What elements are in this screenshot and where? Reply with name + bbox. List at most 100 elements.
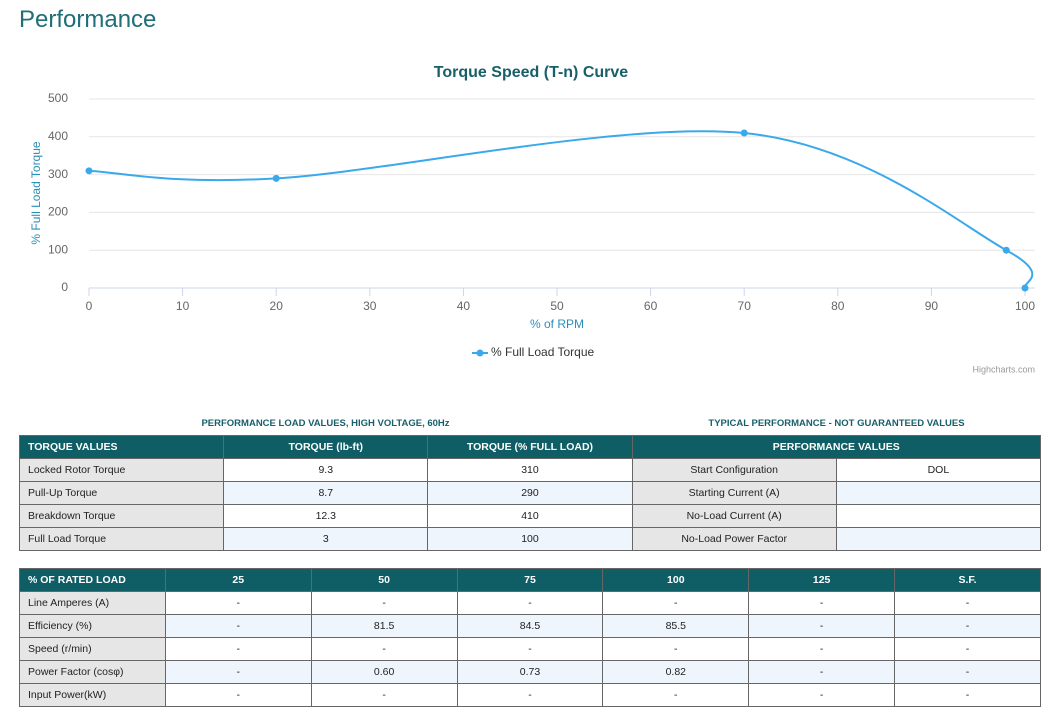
table-row: Efficiency (%) -81.5 84.5 85.5- -: [19, 614, 1041, 638]
header-cell: 50: [310, 568, 458, 592]
table-row: Speed (r/min) - - - - - -: [19, 637, 1041, 661]
header-cell: % OF RATED LOAD: [19, 568, 166, 592]
table-cell: -: [894, 637, 1041, 661]
y-tick-label: 300: [48, 167, 68, 181]
table-cell: DOL: [835, 458, 1042, 482]
table-cell: 290: [427, 481, 633, 505]
table-cell: -: [164, 614, 312, 638]
x-tick-label: 30: [363, 299, 377, 313]
legend-symbol: [476, 349, 484, 357]
data-point: [85, 167, 93, 175]
data-point: [740, 129, 748, 137]
table-cell: No-Load Power Factor: [631, 527, 837, 551]
x-axis-title: % of RPM: [530, 317, 584, 331]
table-cell: -: [456, 591, 604, 615]
table-cell: 0.60: [310, 660, 458, 684]
table-cell: -: [748, 660, 896, 684]
chart-title: Torque Speed (T-n) Curve: [434, 64, 628, 81]
x-tick-label: 10: [176, 299, 190, 313]
table-cell: -: [894, 660, 1041, 684]
table-cell: -: [164, 660, 312, 684]
table-cell: -: [456, 683, 604, 707]
credits[interactable]: Highcharts.com: [972, 364, 1035, 374]
table-cell: Line Amperes (A): [19, 591, 166, 615]
table-cell: -: [602, 637, 750, 661]
y-axis-title: % Full Load Torque: [29, 141, 43, 245]
table-row: Pull-Up Torque 8.7 290 Starting Current (A): [18, 481, 1042, 505]
table-caption: TYPICAL PERFORMANCE - NOT GUARANTEED VAL…: [708, 418, 965, 429]
table-row: TORQUE VALUES TORQUE (lb-ft) TORQUE (% FUL…: [18, 435, 1042, 459]
table-cell: -: [310, 591, 458, 615]
table-cell: 310: [427, 458, 633, 482]
table-cell: 410: [427, 504, 633, 528]
table-row: Full Load Torque 3 100 No-Load Power Factor: [18, 527, 1042, 551]
header-cell: TORQUE VALUES: [18, 435, 225, 459]
table-cell: 84.5: [456, 614, 604, 638]
table-cell: 0.73: [456, 660, 604, 684]
header-cell: PERFORMANCE VALUES: [631, 435, 1042, 459]
x-tick-label: 80: [831, 299, 845, 313]
table-cell: Power Factor (cosφ): [19, 660, 166, 684]
table-cell: Full Load Torque: [18, 527, 225, 551]
table-row: Locked Rotor Torque 9.3 310 Start Configura…: [18, 458, 1042, 482]
table-cell: Locked Rotor Torque: [18, 458, 225, 482]
table-row: Breakdown Torque 12.3 410 No-Load Current (…: [18, 504, 1042, 528]
header-cell: 100: [602, 568, 750, 592]
table-cell: [835, 527, 1042, 551]
x-tick-label: 90: [925, 299, 939, 313]
y-tick-label: 0: [61, 280, 68, 294]
torque-table: TORQUE VALUES TORQUE (lb-ft) TORQUE (% FUL…: [18, 435, 1042, 551]
series-line: [88, 130, 1034, 289]
chart: Torque Speed (T-n) Curve % of RPM % Full…: [29, 64, 1035, 374]
data-point: [1021, 284, 1029, 292]
y-tick-label: 100: [48, 242, 68, 256]
table-cell: No-Load Current (A): [631, 504, 837, 528]
header-cell: TORQUE (lb-ft): [223, 435, 429, 459]
table-cell: -: [894, 591, 1041, 615]
table-cell: -: [164, 683, 312, 707]
x-tick-label: 50: [550, 299, 564, 313]
data-point: [1002, 246, 1010, 254]
table-cell: -: [602, 591, 750, 615]
table-cell: -: [748, 637, 896, 661]
table-cell: 8.7: [223, 481, 429, 505]
y-tick-label: 500: [48, 91, 68, 105]
table-cell: -: [456, 637, 604, 661]
legend-label[interactable]: % Full Load Torque: [491, 345, 595, 359]
header-cell: 75: [456, 568, 604, 592]
header-cell: TORQUE (% FULL LOAD): [427, 435, 633, 459]
table-cell: 12.3: [223, 504, 429, 528]
table-row: Line Amperes (A) - - - - - -: [19, 591, 1041, 615]
x-tick-label: 20: [270, 299, 284, 313]
header-cell: 25: [164, 568, 312, 592]
table-cell: -: [164, 637, 312, 661]
x-tick-label: 40: [457, 299, 471, 313]
table-cell: Start Configuration: [631, 458, 837, 482]
table-cell: 0.82: [602, 660, 750, 684]
table-cell: -: [894, 614, 1041, 638]
load-table: % OF RATED LOAD 25 50 75 100 125 S.F. Line Ampe…: [19, 568, 1041, 707]
table-cell: -: [602, 683, 750, 707]
x-tick-label: 60: [644, 299, 658, 313]
table-cell: -: [894, 683, 1041, 707]
x-tick-label: 0: [86, 299, 93, 313]
x-tick-label: 100: [1015, 299, 1035, 313]
x-tick-label: 70: [738, 299, 752, 313]
table-cell: 3: [223, 527, 429, 551]
y-tick-label: 200: [48, 205, 68, 219]
table-cell: 81.5: [310, 614, 458, 638]
table-cell: -: [748, 683, 896, 707]
data-point: [272, 174, 280, 182]
table-cell: Speed (r/min): [19, 637, 166, 661]
table-cell: -: [310, 683, 458, 707]
table-cell: 85.5: [602, 614, 750, 638]
header-cell: 125: [748, 568, 896, 592]
y-tick-label: 400: [48, 129, 68, 143]
table-cell: -: [164, 591, 312, 615]
table-cell: [835, 504, 1042, 528]
header-cell: S.F.: [894, 568, 1041, 592]
table-cell: Pull-Up Torque: [18, 481, 225, 505]
table-cell: -: [748, 614, 896, 638]
table-cell: Starting Current (A): [631, 481, 837, 505]
